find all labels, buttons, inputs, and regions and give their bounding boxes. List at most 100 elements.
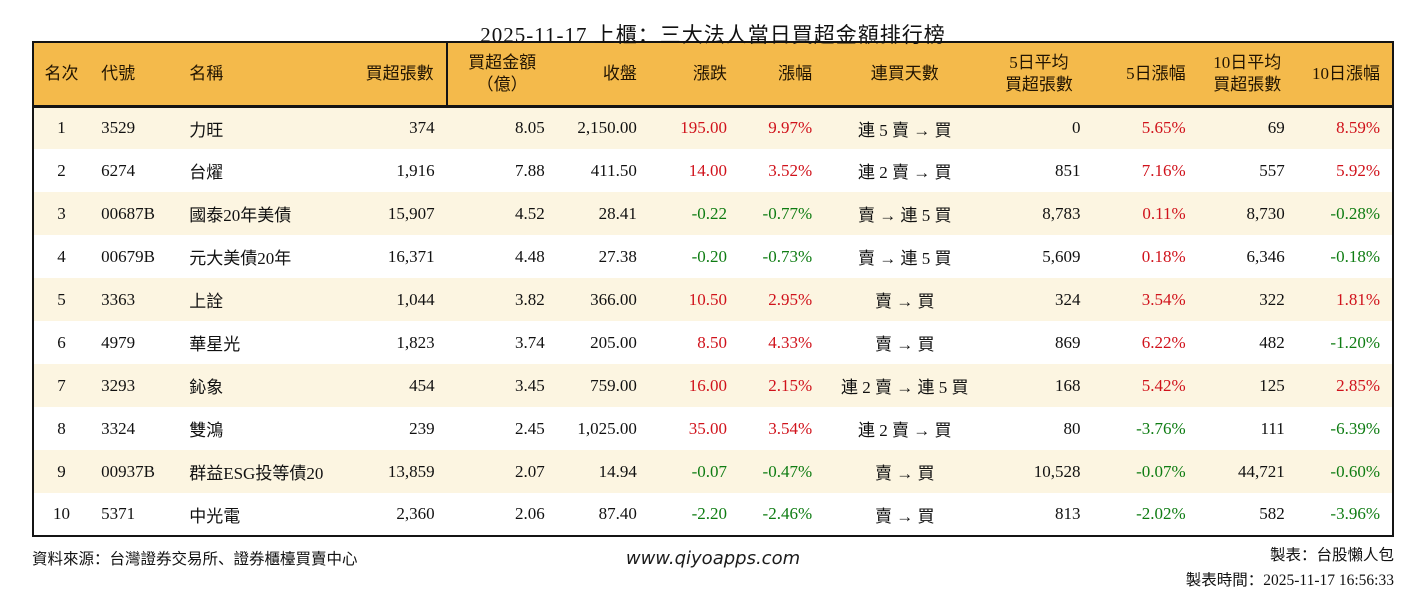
cell-close: 27.38	[598, 246, 637, 266]
table-row: 5 3363 上詮 1,044 3.82 366.00 10.50 2.95% 賣 → 買 324…	[33, 278, 1393, 321]
table-row: 7 3293 鈊象 454 3.45 759.00 16.00 2.15% 連 2 賣 → 連 …	[33, 364, 1393, 407]
col-avg5-volume: 5日平均 買超張數	[985, 42, 1093, 106]
cell-amount: 2.06	[515, 504, 545, 523]
cell-change: -2.20	[691, 504, 727, 523]
timestamp-line: 製表時間：2025-11-17 16:56:33	[1185, 571, 1394, 589]
cell-volume: 2,360	[396, 504, 435, 523]
table-row: 8 3324 雙鴻 239 2.45 1,025.00 35.00 3.54% 連 2 賣 → …	[33, 407, 1393, 450]
cell-avg5-volume: 5,609	[1042, 246, 1081, 266]
col-volume: 買超張數	[329, 42, 447, 106]
cell-amount: 2.45	[515, 418, 545, 438]
cell-change: 10.50	[688, 289, 727, 309]
cell-10d-pct: 1.81%	[1336, 289, 1380, 309]
cell-10d-pct: -1.20%	[1330, 332, 1380, 352]
cell-avg5-volume: 10,528	[1033, 461, 1081, 481]
cell-change: 8.50	[697, 332, 727, 352]
cell-close: 2,150.00	[577, 118, 637, 138]
cell-avg10-volume: 482	[1259, 332, 1285, 352]
cell-code: 6274	[101, 160, 136, 180]
cell-rank: 8	[57, 418, 66, 438]
table-row: 10 5371 中光電 2,360 2.06 87.40 -2.20 -2.46% 賣 → 買 8…	[33, 493, 1393, 536]
cell-amount: 3.45	[515, 375, 545, 395]
cell-avg5-volume: 851	[1055, 160, 1081, 180]
cell-10d-pct: 2.85%	[1336, 375, 1380, 395]
cell-code: 3293	[101, 375, 136, 395]
cell-avg10-volume: 44,721	[1238, 461, 1285, 481]
cell-code: 00687B	[101, 203, 155, 223]
cell-change-pct: 9.97%	[768, 118, 813, 138]
cell-10d-pct: -6.39%	[1330, 418, 1380, 438]
cell-5d-pct: -2.02%	[1136, 504, 1186, 523]
cell-avg10-volume: 111	[1260, 418, 1285, 438]
cell-rank: 6	[57, 332, 66, 352]
cell-amount: 4.52	[515, 203, 545, 223]
cell-name: 台燿	[189, 163, 224, 182]
cell-10d-pct: 8.59%	[1336, 118, 1380, 138]
cell-name: 鈊象	[189, 378, 224, 397]
cell-volume: 1,916	[396, 160, 435, 180]
cell-change-pct: -0.77%	[762, 203, 813, 223]
cell-10d-pct: 5.92%	[1336, 160, 1380, 180]
cell-name: 元大美債20年	[189, 249, 292, 268]
table-row: 3 00687B 國泰20年美債 15,907 4.52 28.41 -0.22 -0.77%…	[33, 192, 1393, 235]
cell-avg10-volume: 582	[1259, 504, 1285, 523]
cell-code: 5371	[101, 504, 136, 523]
cell-volume: 239	[409, 418, 435, 438]
cell-change-pct: -2.46%	[762, 504, 813, 523]
cell-streak: 連 2 賣 → 買	[857, 421, 952, 440]
cell-avg5-volume: 8,783	[1042, 203, 1081, 223]
cell-name: 華星光	[189, 335, 241, 354]
cell-volume: 13,859	[387, 461, 435, 481]
cell-code: 3529	[101, 118, 136, 138]
cell-volume: 1,823	[396, 332, 435, 352]
cell-avg5-volume: 80	[1063, 418, 1081, 438]
cell-rank: 5	[57, 289, 66, 309]
col-10d-pct: 10日漲幅	[1296, 42, 1393, 106]
cell-rank: 4	[57, 246, 66, 266]
cell-5d-pct: 0.11%	[1142, 203, 1186, 223]
cell-close: 205.00	[590, 332, 637, 352]
col-change-pct: 漲幅	[739, 42, 825, 106]
website-credit: www.qiyoapps.com	[625, 548, 801, 569]
cell-change-pct: 3.54%	[768, 418, 813, 438]
cell-rank: 1	[57, 118, 66, 138]
cell-close: 411.50	[590, 160, 637, 180]
cell-change: 16.00	[688, 375, 727, 395]
cell-change: 195.00	[680, 118, 727, 138]
ranking-table-wrap: 名次 代號 名稱 買超張數 買超金額 （億） 收盤 漲跌 漲幅 連買天數 5日平…	[32, 41, 1394, 537]
cell-rank: 9	[57, 461, 66, 481]
table-row: 2 6274 台燿 1,916 7.88 411.50 14.00 3.52% 連 2 賣 → …	[33, 149, 1393, 192]
cell-10d-pct: -3.96%	[1330, 504, 1380, 523]
cell-change-pct: 4.33%	[768, 332, 813, 352]
cell-close: 87.40	[598, 504, 637, 523]
cell-avg10-volume: 125	[1259, 375, 1285, 395]
col-name: 名稱	[177, 42, 330, 106]
cell-5d-pct: 5.42%	[1141, 375, 1186, 395]
cell-volume: 16,371	[387, 246, 435, 266]
cell-code: 3324	[101, 418, 136, 438]
table-row: 4 00679B 元大美債20年 16,371 4.48 27.38 -0.20 -0.73%…	[33, 235, 1393, 278]
cell-rank: 3	[57, 203, 66, 223]
cell-5d-pct: -0.07%	[1136, 461, 1186, 481]
cell-avg5-volume: 0	[1072, 118, 1081, 138]
cell-streak: 賣 → 連 5 買	[857, 206, 952, 225]
cell-streak: 賣 → 買	[874, 464, 935, 483]
cell-avg5-volume: 869	[1055, 332, 1081, 352]
cell-5d-pct: 7.16%	[1141, 160, 1186, 180]
cell-10d-pct: -0.28%	[1330, 203, 1380, 223]
cell-avg10-volume: 8,730	[1246, 203, 1285, 223]
cell-code: 4979	[101, 332, 136, 352]
cell-streak: 連 2 賣 → 連 5 買	[840, 378, 969, 397]
cell-change: 14.00	[688, 160, 727, 180]
author-line: 製表：台股懶人包	[1269, 547, 1394, 564]
cell-amount: 3.74	[515, 332, 545, 352]
cell-streak: 連 5 賣 → 買	[857, 120, 952, 140]
cell-avg10-volume: 322	[1259, 289, 1285, 309]
cell-name: 力旺	[189, 120, 224, 140]
cell-streak: 賣 → 買	[874, 506, 935, 526]
cell-amount: 8.05	[515, 118, 545, 138]
cell-amount: 7.88	[515, 160, 545, 180]
cell-change: -0.07	[691, 461, 727, 481]
cell-change-pct: 2.15%	[768, 375, 813, 395]
cell-change-pct: -0.47%	[762, 461, 813, 481]
